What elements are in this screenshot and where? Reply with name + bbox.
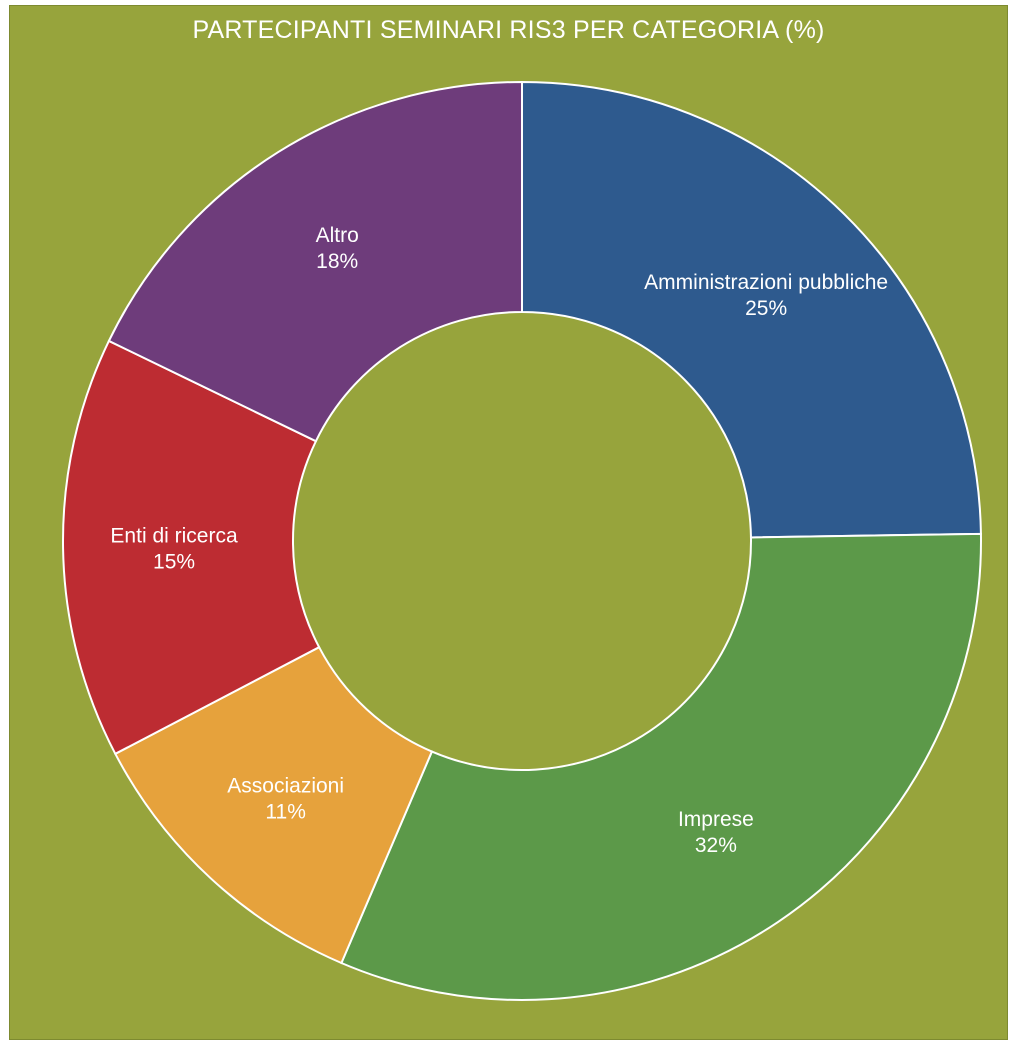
slice-associazioni bbox=[113, 645, 434, 965]
donut-chart: Amministrazioni pubbliche 25% Imprese 32% As… bbox=[62, 80, 982, 1001]
slice-category-label: Imprese bbox=[678, 808, 754, 831]
labels-group: Amministrazioni pubbliche 25% Imprese 32% As… bbox=[110, 224, 888, 857]
slice-category-label: Associazioni bbox=[227, 774, 344, 797]
slice-value-label: 18% bbox=[316, 250, 358, 273]
slice-value-label: 25% bbox=[745, 297, 787, 320]
slice-category-label: Enti di ricerca bbox=[110, 524, 238, 547]
slice-category-label: Altro bbox=[316, 224, 359, 247]
slice-amministrazioni-pubbliche bbox=[521, 80, 982, 539]
chart-area: PARTECIPANTI SEMINARI RIS3 PER CATEGORIA… bbox=[9, 5, 1008, 1040]
slice-category-label: Amministrazioni pubbliche bbox=[644, 271, 888, 294]
slice-enti-di-ricerca bbox=[62, 339, 321, 756]
slice-altro bbox=[107, 80, 523, 443]
slice-value-label: 15% bbox=[153, 550, 195, 573]
slice-value-label: 11% bbox=[265, 800, 305, 823]
slices-group bbox=[62, 80, 982, 1001]
slice-imprese bbox=[340, 532, 982, 1001]
chart-title: PARTECIPANTI SEMINARI RIS3 PER CATEGORIA… bbox=[192, 16, 825, 44]
slice-value-label: 32% bbox=[695, 834, 737, 857]
